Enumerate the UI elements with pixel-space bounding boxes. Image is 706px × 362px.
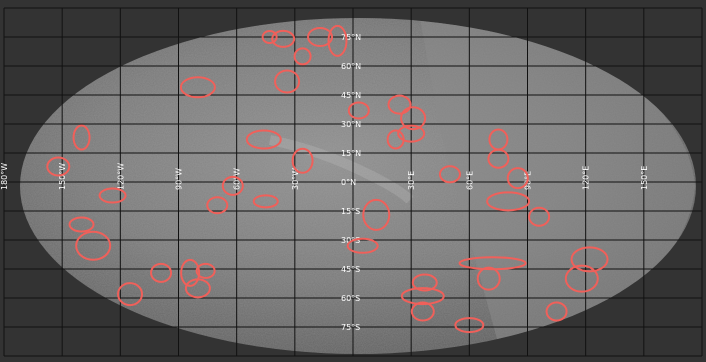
crater-markers [46,24,609,334]
longitude-label: 60°E [465,171,474,190]
crater-marker [327,24,348,57]
crater-marker [274,69,301,94]
crater-marker [486,191,531,212]
crater-marker [387,94,412,115]
latitude-label: 0°N [341,178,356,187]
crater-marker [179,76,216,99]
longitude-label: 60°W [233,168,242,190]
latitude-label: 15°N [341,149,361,158]
crater-marker [75,230,112,261]
crater-marker [362,198,391,231]
crater-marker [117,282,144,307]
crater-marker [68,216,95,233]
longitude-label: 180°W [0,163,9,190]
crater-marker [545,301,568,322]
crater-marker [180,258,201,287]
crater-marker [397,124,426,143]
crater-marker [454,317,485,334]
crater-marker [347,101,370,120]
crater-marker [506,167,529,190]
crater-marker [184,278,211,299]
crater-marker [291,147,314,174]
latitude-label: 75°N [341,33,361,42]
crater-marker [386,129,405,150]
crater-marker [252,194,279,209]
latitude-label: 60°S [341,294,360,303]
crater-marker [221,175,244,196]
crater-marker [570,246,609,273]
crater-marker [528,206,551,227]
longitude-label: 90°W [175,168,184,190]
crater-marker [206,196,229,215]
crater-marker [293,47,312,66]
crater-marker [195,262,216,279]
crater-marker [564,264,599,293]
crater-marker [98,187,127,204]
crater-marker [476,266,501,291]
crater-marker [410,301,435,322]
longitude-label: 30°W [291,168,300,190]
latitude-label: 30°N [341,120,361,129]
crater-marker [72,124,91,151]
crater-marker [245,129,282,150]
crater-marker [400,106,427,131]
latitude-label: 60°N [341,62,361,71]
longitude-label: 150°E [640,166,649,190]
crater-marker [346,237,379,254]
crater-marker [400,287,445,306]
latitude-label: 45°N [341,91,361,100]
longitude-label: 150°W [58,163,67,190]
longitude-label: 120°E [582,166,591,190]
crater-marker [261,30,278,44]
longitude-label: 120°W [116,163,125,190]
crater-marker [487,148,510,169]
crater-marker [46,156,71,177]
crater-marker [150,262,173,283]
latitude-label: 45°S [341,265,360,274]
latitude-label: 75°S [341,323,360,332]
crater-marker [307,27,334,47]
crater-marker [411,273,438,292]
crater-marker [438,165,461,184]
longitude-label: 30°E [407,171,416,190]
graticule-grid [3,7,703,357]
latitude-label: 15°S [341,207,360,216]
crater-marker [271,29,296,48]
